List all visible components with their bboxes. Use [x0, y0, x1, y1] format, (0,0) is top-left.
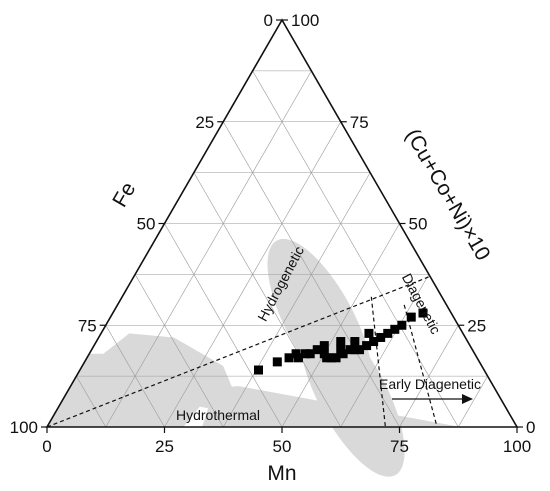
boundary-diagenetic-right — [403, 304, 438, 428]
tick-labels: 0 0 0 25 25 25 50 50 50 75 75 75 100 100 100 — [10, 11, 536, 456]
data-point — [293, 353, 303, 363]
data-point — [319, 341, 329, 351]
data-point — [355, 345, 365, 355]
data-point — [301, 349, 310, 359]
tick-label-mn: 100 — [503, 437, 531, 456]
tick-label-mn: 0 — [42, 437, 51, 456]
data-point — [397, 320, 407, 330]
early-diagenetic-arrowhead — [462, 394, 473, 404]
grid-line-fe — [76, 375, 107, 428]
data-point — [272, 357, 282, 367]
tick-label-fe: 25 — [195, 113, 214, 132]
grid-line-mn — [105, 70, 312, 428]
grid-line-fe — [105, 325, 165, 428]
tick-label-fe: 0 — [264, 11, 273, 30]
tick-label-mn: 50 — [273, 437, 292, 456]
grid-line-fe — [193, 172, 342, 428]
data-point — [418, 308, 428, 318]
data-point — [406, 312, 416, 322]
grid-lines — [76, 70, 488, 428]
data-point — [383, 328, 393, 338]
grid-line-fe — [252, 70, 459, 428]
boundary-lines — [46, 275, 438, 428]
data-point — [362, 341, 372, 351]
data-point — [369, 337, 379, 347]
grid-line-mn — [222, 172, 371, 428]
data-point — [350, 345, 360, 355]
data-point — [312, 345, 322, 355]
tick-label-fe: 75 — [78, 316, 97, 335]
data-point — [390, 324, 400, 334]
axis-tick-marks — [41, 19, 523, 433]
axis-title-mn: Mn — [267, 462, 296, 485]
tick-label-mn: 25 — [155, 437, 174, 456]
data-point — [345, 345, 355, 355]
data-point — [376, 332, 386, 342]
data-points — [254, 308, 428, 375]
grid-line-fe — [164, 223, 283, 428]
label-hydrothermal: Hydrothermal — [176, 407, 260, 423]
tick-label-mn: 75 — [390, 437, 409, 456]
data-point — [319, 349, 329, 359]
axis-title-cuconi: (Cu+Co+Ni)×10 — [401, 125, 495, 264]
data-point — [305, 349, 315, 359]
tick-label-fe: 50 — [137, 215, 156, 234]
tick-label-cuconi: 50 — [409, 215, 428, 234]
data-point — [364, 328, 374, 338]
grid-line-mn — [281, 223, 400, 428]
grid-line-mn — [457, 375, 488, 428]
grid-line-fe — [134, 274, 224, 428]
data-point — [326, 353, 336, 363]
tick-label-cuconi: 100 — [291, 11, 319, 30]
boundary-diagenetic-left — [370, 296, 386, 428]
tick-label-cuconi: 0 — [526, 418, 535, 437]
axis-title-fe: Fe — [108, 178, 140, 211]
tick-label-cuconi: 75 — [350, 113, 369, 132]
data-point — [284, 353, 294, 363]
grid-line-mn — [399, 325, 459, 428]
data-point — [350, 337, 360, 347]
label-early-diagenetic: Early Diagenetic — [379, 376, 481, 392]
boundary-hydrogenetic-limit — [46, 275, 431, 428]
tick-label-cuconi: 25 — [467, 316, 486, 335]
data-point — [336, 337, 346, 347]
data-point — [254, 365, 263, 375]
grid-line-mn — [340, 274, 430, 428]
data-point — [331, 353, 341, 363]
data-point — [336, 345, 346, 355]
tick-label-fe: 100 — [10, 418, 38, 437]
hydrothermal-region — [47, 333, 235, 427]
